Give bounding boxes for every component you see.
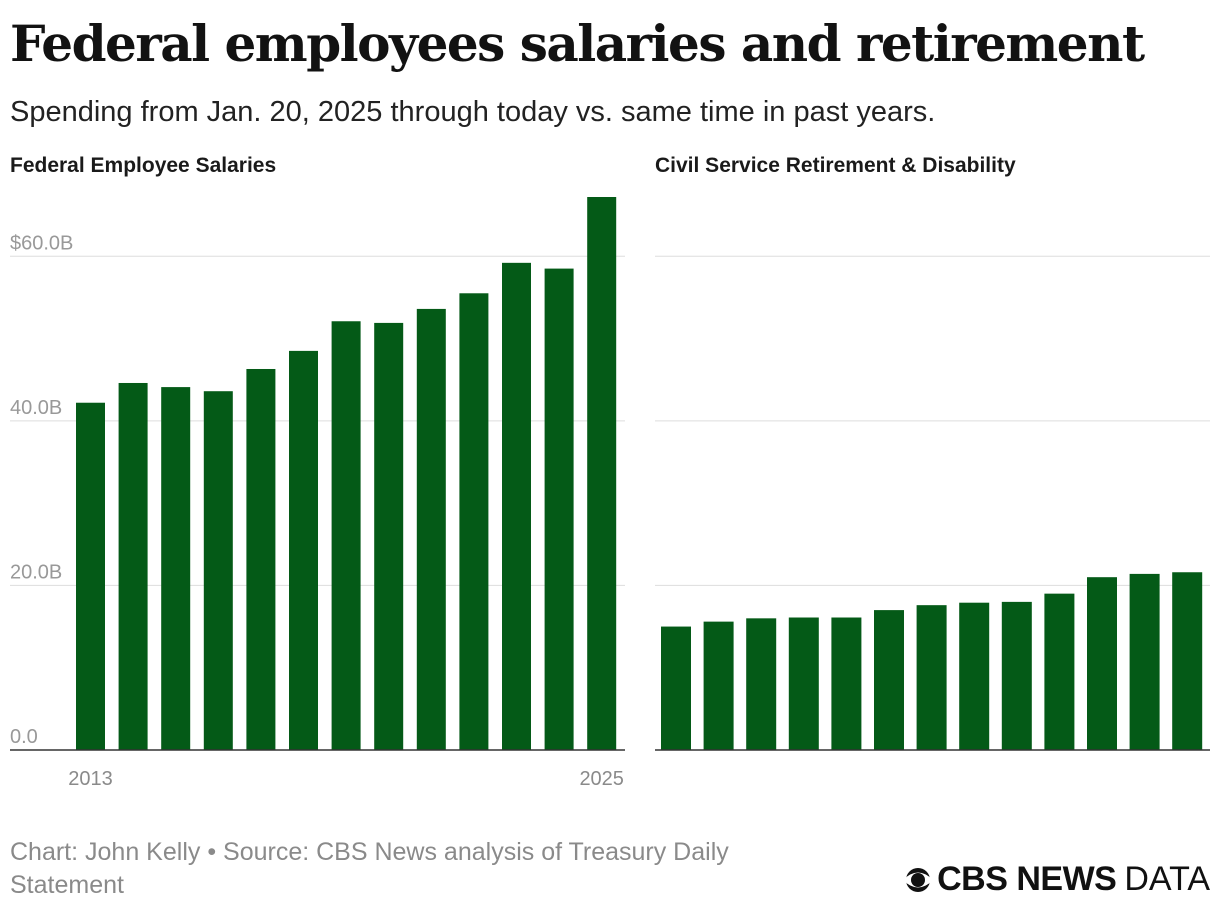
- charts-area: 0.0 20.0B 40.0B $60.0B 2013 2025: [10, 197, 1210, 790]
- bar-2014: [118, 382, 148, 750]
- x-tick-label: 2025: [579, 768, 624, 790]
- bar-2013: [76, 402, 105, 750]
- bar-2018: [289, 350, 318, 750]
- bar-2015: [161, 387, 191, 750]
- bar-2013: [661, 626, 691, 750]
- bar-2021: [416, 308, 446, 750]
- chart-subtitle: Spending from Jan. 20, 2025 through toda…: [10, 96, 936, 128]
- bar-2016: [203, 391, 233, 750]
- bar-2025: [1172, 572, 1203, 750]
- panel-title-salaries: Federal Employee Salaries: [10, 154, 277, 177]
- logo-text-bold: CBS NEWS: [937, 860, 1117, 898]
- bar-2024: [544, 268, 574, 750]
- bar-2023: [502, 262, 531, 750]
- panel-0: 0.0 20.0B 40.0B $60.0B 2013 2025: [10, 197, 625, 790]
- bar-2024: [1129, 573, 1160, 750]
- bar-2015: [746, 618, 777, 750]
- bar-2020: [374, 322, 404, 750]
- source-note: Chart: John Kelly • Source: CBS News ana…: [10, 838, 729, 899]
- panel-1: [655, 255, 1210, 751]
- bar-2023: [1087, 577, 1117, 750]
- cbs-news-data-logo: CBS NEWS DATA: [901, 860, 1210, 899]
- logo-text-light: DATA: [1124, 860, 1210, 898]
- y-tick-label: 20.0B: [10, 561, 62, 583]
- bar-2025: [587, 197, 617, 750]
- bar-2020: [959, 602, 990, 750]
- y-tick-label: 0.0: [10, 726, 38, 748]
- x-tick-label: 2013: [68, 768, 113, 790]
- cbs-eye-icon: [903, 867, 934, 892]
- bar-2017: [246, 368, 276, 750]
- bar-2022: [459, 293, 489, 750]
- bar-2019: [331, 321, 361, 750]
- bar-2019: [916, 605, 947, 750]
- bar-2021: [1001, 601, 1032, 750]
- bar-2018: [874, 610, 904, 750]
- bar-2022: [1044, 593, 1075, 750]
- y-tick-label: $60.0B: [10, 232, 73, 254]
- chart-title: Federal employees salaries and retiremen…: [10, 14, 1145, 73]
- y-tick-label: 40.0B: [10, 397, 62, 419]
- bar-2017: [831, 617, 862, 750]
- bar-2016: [788, 617, 819, 750]
- bar-2014: [703, 621, 734, 750]
- panel-title-retirement: Civil Service Retirement & Disability: [655, 154, 1016, 177]
